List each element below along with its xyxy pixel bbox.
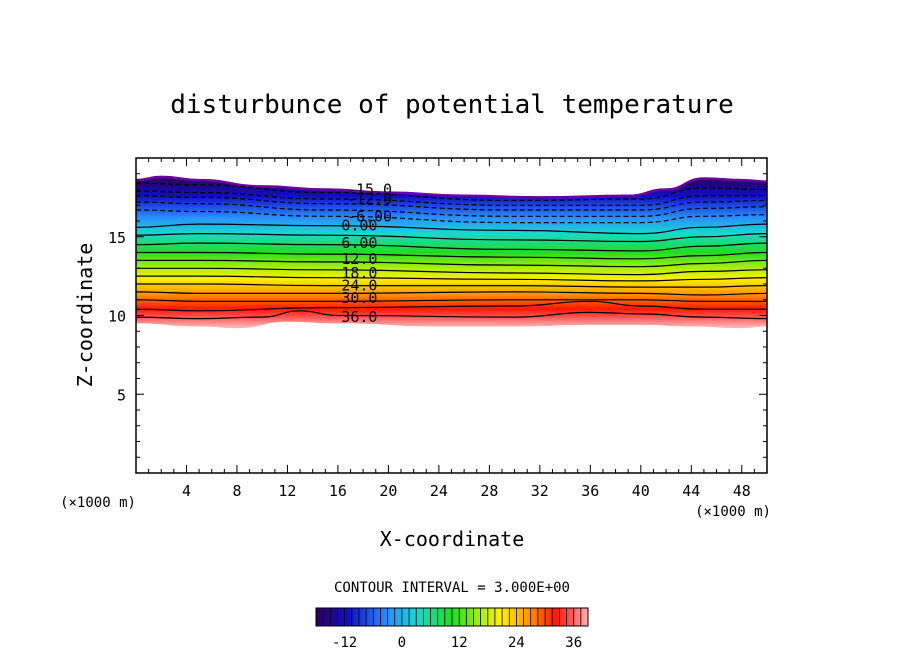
y-tick-label: 10: [108, 308, 126, 326]
x-tick-label: 32: [531, 482, 549, 500]
plot-area: -15.0-12.0-6.000.006.0012.018.024.030.03…: [108, 157, 768, 500]
colorbar-tick-label: 0: [398, 635, 406, 651]
contour-line: [136, 291, 767, 296]
x-unit-left: (×1000 m): [60, 495, 136, 511]
y-tick-label: 5: [117, 386, 126, 404]
contour-line-negative: [136, 201, 767, 217]
colorbar-ticks: -12 0 12 24 36: [332, 635, 582, 651]
colorbar-tick-label: 12: [451, 635, 468, 651]
x-unit-right: (×1000 m): [695, 504, 771, 520]
x-tick-label: 4: [182, 482, 191, 500]
x-tick-label: 8: [232, 482, 241, 500]
contour-line: [136, 251, 767, 260]
contour-line: [136, 232, 767, 243]
y-axis-label: Z-coordinate: [73, 243, 97, 388]
contour-line-negative: [136, 190, 767, 206]
contour-labels: -15.0-12.0-6.000.006.0012.018.024.030.03…: [341, 181, 392, 327]
contour-label: 0.00: [341, 217, 377, 235]
contour-label: 18.0: [341, 264, 377, 282]
contour-interval-label: CONTOUR INTERVAL = 3.000E+00: [334, 580, 570, 596]
x-tick-label: 36: [581, 482, 599, 500]
contour-label: 24.0: [341, 277, 377, 295]
contour-line: [136, 267, 767, 276]
contour-line: [136, 283, 767, 288]
contour-line: [136, 310, 767, 320]
x-tick-label: 40: [632, 482, 650, 500]
contour-label: 12.0: [341, 250, 377, 268]
x-tick-label: 44: [682, 482, 700, 500]
contour-line: [136, 275, 767, 282]
contour-line: [136, 300, 767, 312]
x-tick-label: 28: [480, 482, 498, 500]
contour-lines: [136, 175, 767, 320]
x-tick-label: 12: [278, 482, 296, 500]
contour-line: [136, 259, 767, 268]
x-tick-label: 48: [733, 482, 751, 500]
y-tick-label: 15: [108, 229, 126, 247]
contour-label: -12.0: [347, 190, 392, 208]
contour-line: [136, 242, 767, 252]
colorbar-tick-label: 36: [565, 635, 582, 651]
colorbar: -12 0 12 24 36: [315, 607, 589, 651]
contour-label: 6.00: [341, 234, 377, 252]
contour-label: -6.00: [347, 207, 392, 225]
colorbar-tick-label: 24: [508, 635, 525, 651]
x-tick-label: 20: [379, 482, 397, 500]
colorbar-divisions: [322, 608, 582, 626]
contour-line-negative: [136, 209, 767, 224]
contour-line: [136, 299, 767, 302]
contour-line: [136, 223, 767, 235]
contour-line-negative: [136, 182, 767, 202]
contour-label: -15.0: [347, 181, 392, 199]
contour-label: 36.0: [341, 308, 377, 326]
x-axis-label: X-coordinate: [380, 527, 525, 551]
field-top-boundary: [136, 175, 767, 199]
chart-title: disturbunce of potential temperature: [170, 90, 734, 120]
contour-line-negative: [136, 195, 767, 211]
x-tick-label: 16: [329, 482, 347, 500]
colorbar-tick-label: -12: [332, 635, 357, 651]
contour-label: 30.0: [341, 289, 377, 307]
x-tick-label: 24: [430, 482, 448, 500]
